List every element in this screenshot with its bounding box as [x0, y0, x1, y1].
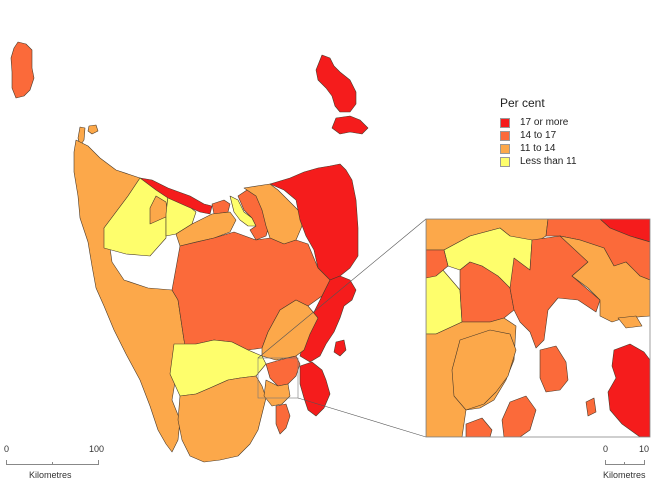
legend-swatch-orange-red	[500, 130, 510, 141]
legend-item-11-to-14: 11 to 14	[500, 142, 577, 155]
legend-item-17-or-more: 17 or more	[500, 116, 577, 129]
region-central-north-11	[175, 211, 237, 247]
legend-item-less-than-11: Less than 11	[500, 155, 577, 168]
region-north-coast-red	[139, 177, 213, 215]
legend-swatch-yellow	[500, 156, 510, 167]
inset-scale-start: 0	[603, 444, 609, 454]
main-scale-start: 0	[4, 444, 10, 454]
region-maria-island-red	[333, 339, 347, 357]
region-midlands-11	[261, 299, 319, 361]
main-scale-unit: Kilometres	[29, 470, 72, 480]
region-nw-small-orange	[149, 195, 169, 225]
region-north-coast-small-14	[211, 199, 231, 215]
region-hobart-11	[263, 379, 291, 407]
legend-label: 11 to 14	[520, 143, 556, 154]
legend: Per cent 17 or more 14 to 17 11 to 14 Le…	[500, 96, 577, 168]
inset-scale-end: 10	[639, 444, 650, 454]
region-robbins-island	[87, 124, 99, 135]
legend-item-14-to-17: 14 to 17	[500, 129, 577, 142]
inset-leader-line-bottom	[297, 397, 427, 438]
region-hobart-14	[265, 355, 301, 387]
region-flinders-island	[315, 54, 357, 113]
inset-leader-line-top	[257, 218, 427, 359]
region-cape-barren-island	[331, 115, 369, 135]
inset-scale-unit: Kilometres	[603, 470, 646, 480]
legend-label: 17 or more	[520, 117, 569, 128]
inset-scale-line	[605, 460, 645, 465]
region-south-west-11	[177, 375, 267, 463]
legend-label: Less than 11	[520, 156, 577, 167]
region-tasman-red	[299, 361, 331, 417]
region-king-island	[10, 41, 35, 99]
legend-label: 14 to 17	[520, 130, 557, 141]
inset-scale-tick	[624, 462, 625, 465]
inset-map	[425, 218, 651, 438]
region-west-coast	[73, 139, 191, 453]
inset-frame	[425, 218, 651, 438]
region-north-east-red	[269, 163, 359, 281]
legend-title: Per cent	[500, 96, 545, 110]
legend-swatch-orange	[500, 143, 510, 154]
legend-swatch-red	[500, 117, 510, 128]
main-scale-tick	[52, 462, 53, 465]
region-bruny-14	[275, 403, 291, 435]
inset-locator-box	[257, 357, 299, 399]
main-scale-end: 100	[89, 444, 105, 454]
